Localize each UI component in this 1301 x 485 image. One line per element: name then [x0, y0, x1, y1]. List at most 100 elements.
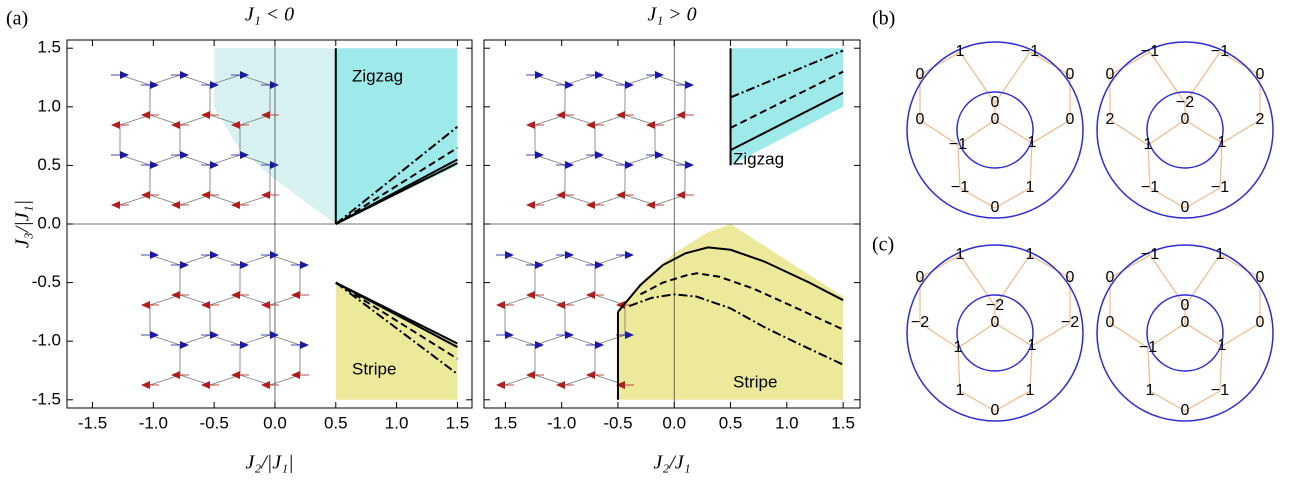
spin-arrow [300, 261, 309, 269]
boundary-line [335, 281, 459, 375]
site-value: −1 [1141, 179, 1159, 196]
site-value: 0 [916, 269, 925, 286]
spin-arrow [556, 191, 565, 199]
spin-arrow [496, 381, 505, 389]
spin-arrow [180, 341, 189, 349]
spin-arrow [231, 291, 240, 299]
site-bond [1184, 390, 1221, 412]
spin-arrow [270, 81, 279, 89]
spin-arrow [120, 151, 129, 159]
spin-arrow [210, 81, 219, 89]
site-bond [1029, 345, 1033, 392]
site-bond [1149, 254, 1186, 307]
site-value: 1 [1026, 246, 1035, 263]
site-value: 0 [1066, 111, 1075, 128]
y-tick-label: 1.5 [37, 38, 61, 57]
spin-arrow [586, 201, 595, 209]
site-bond [919, 51, 961, 76]
spin-arrow [655, 151, 664, 159]
spin-arrow [685, 81, 694, 89]
boundary-line [335, 281, 458, 348]
site-bond [994, 390, 1031, 412]
site-value: 0 [1181, 297, 1190, 314]
spin-arrow [201, 301, 210, 309]
spin-arrow [556, 111, 565, 119]
site-value: 1 [956, 382, 965, 399]
spin-arrow [556, 381, 565, 389]
boundary-line [730, 49, 844, 99]
spin-arrow [171, 201, 180, 209]
site-value: 0 [1256, 314, 1265, 331]
site-value: 0 [1256, 66, 1265, 83]
phase-region [335, 282, 458, 400]
site-bond [1109, 119, 1149, 146]
site-bond [959, 187, 996, 209]
site-bond [1109, 254, 1151, 279]
site-value: −2 [1061, 314, 1079, 331]
site-bond [1184, 322, 1223, 347]
spin-arrow [171, 291, 180, 299]
spin-arrow [231, 121, 240, 129]
spin-arrow [565, 81, 574, 89]
boundary-line [730, 70, 844, 129]
site-value: −2 [1176, 94, 1194, 111]
region-label: Zigzag [733, 149, 784, 168]
y-tick-label: 1.0 [37, 96, 61, 115]
spin-arrow [201, 191, 210, 199]
site-bond [1184, 51, 1221, 104]
spin-arrow [625, 251, 634, 259]
site-value: −1 [1141, 246, 1159, 263]
site-bond [994, 119, 1033, 144]
spin-arrow [180, 151, 189, 159]
site-value: 0 [991, 199, 1000, 216]
spin-arrow [535, 151, 544, 159]
site-value: 0 [991, 314, 1000, 331]
panel-label: (b) [872, 8, 895, 30]
spin-arrow [625, 161, 634, 169]
y-tick-label: -0.5 [32, 272, 61, 291]
boundary-line [335, 146, 458, 225]
spin-arrow [625, 331, 634, 339]
site-bond [1184, 254, 1221, 307]
spin-arrow [171, 371, 180, 379]
spin-arrow [240, 151, 249, 159]
spin-arrow [496, 301, 505, 309]
y-tick-label: -1.0 [32, 331, 61, 350]
spin-arrow [261, 111, 270, 119]
spin-arrow [141, 111, 150, 119]
site-bond [957, 119, 996, 146]
x-tick-label: 1.5 [446, 413, 470, 432]
site-value: −2 [911, 314, 929, 331]
site-value: 0 [1066, 269, 1075, 286]
site-bond [1029, 254, 1071, 279]
site-value: 0 [1256, 269, 1265, 286]
site-value: 1 [1218, 134, 1227, 151]
spin-arrow [526, 121, 535, 129]
site-value: 0 [991, 111, 1000, 128]
site-bond [994, 187, 1031, 209]
spin-arrow [685, 161, 694, 169]
site-bond [1031, 322, 1071, 347]
spin-arrow [535, 341, 544, 349]
spin-arrow [111, 201, 120, 209]
spin-lattice [496, 251, 634, 389]
spin-arrow [291, 371, 300, 379]
site-bond [1031, 119, 1071, 144]
site-value: 0 [1181, 111, 1190, 128]
panel-label: (a) [6, 8, 28, 30]
site-value: −1 [951, 179, 969, 196]
site-bond [919, 322, 959, 349]
spin-arrow [231, 371, 240, 379]
spin-arrow [616, 381, 625, 389]
spin-arrow [526, 371, 535, 379]
site-value: −1 [1139, 339, 1157, 356]
site-value: 0 [916, 66, 925, 83]
site-bond [994, 51, 1031, 104]
x-tick-label: 0.5 [324, 413, 348, 432]
spin-arrow [565, 161, 574, 169]
spin-arrow [535, 71, 544, 79]
spin-arrow [240, 261, 249, 269]
boundary-line [335, 125, 459, 225]
site-value: 0 [1106, 314, 1115, 331]
spin-arrow [240, 341, 249, 349]
